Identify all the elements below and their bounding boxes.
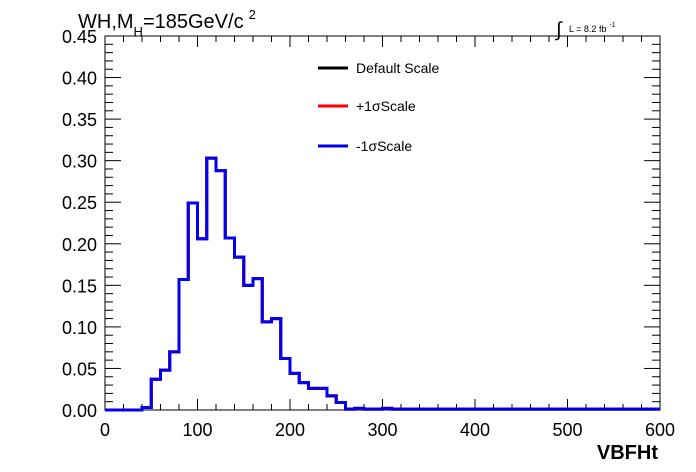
y-tick-label: 0.25 — [62, 193, 97, 213]
x-tick-label: 500 — [552, 420, 582, 440]
svg-text:WH,MH=185GeV/c2: WH,MH=185GeV/c 2 — [78, 7, 256, 39]
y-tick-label: 0.15 — [62, 276, 97, 296]
title-superscript: 2 — [249, 7, 256, 22]
title-prefix: WH,M — [78, 11, 134, 33]
y-tick-label: 0.05 — [62, 359, 97, 379]
y-tick-label: 0.45 — [62, 27, 97, 47]
legend: Default Scale +1σScale -1σScale — [318, 60, 439, 154]
x-tick-label: 300 — [367, 420, 397, 440]
x-tick-label: 100 — [182, 420, 212, 440]
axis-tick-labels: 0 100 200 300 400 500 600 0.00 0.05 0.10 0.15 0.20 0… — [62, 27, 675, 440]
series-line-3 — [105, 156, 660, 412]
luminosity-label: ∫ L = 8.2 fb -1 — [555, 19, 616, 41]
chart-title: WH,MH=185GeV/c 2 — [78, 7, 256, 39]
y-tick-label: 0.40 — [62, 69, 97, 89]
y-tick-label: 0.20 — [62, 235, 97, 255]
lumi-text: L = 8.2 fb — [569, 24, 606, 34]
y-tick-label: 0.10 — [62, 318, 97, 338]
legend-label: Default Scale — [356, 60, 439, 76]
y-tick-label: 0.00 — [62, 401, 97, 421]
x-tick-label: 200 — [275, 420, 305, 440]
svg-text:L = 8.2 fb-1: L = 8.2 fb -1 — [569, 22, 616, 34]
title-main: =185GeV/c — [143, 11, 244, 33]
title-subscript: H — [134, 24, 143, 39]
y-tick-label: 0.35 — [62, 110, 97, 130]
x-tick-label: 0 — [100, 420, 110, 440]
x-axis-label: VBFHt — [597, 442, 658, 464]
legend-label: -1σScale — [356, 138, 412, 154]
x-tick-label: 400 — [460, 420, 490, 440]
series-group — [105, 156, 660, 412]
y-tick-label: 0.30 — [62, 152, 97, 172]
x-tick-label: 600 — [645, 420, 675, 440]
integral-sign: ∫ — [555, 19, 563, 41]
legend-label: +1σScale — [356, 98, 416, 114]
lumi-superscript: -1 — [609, 22, 615, 29]
